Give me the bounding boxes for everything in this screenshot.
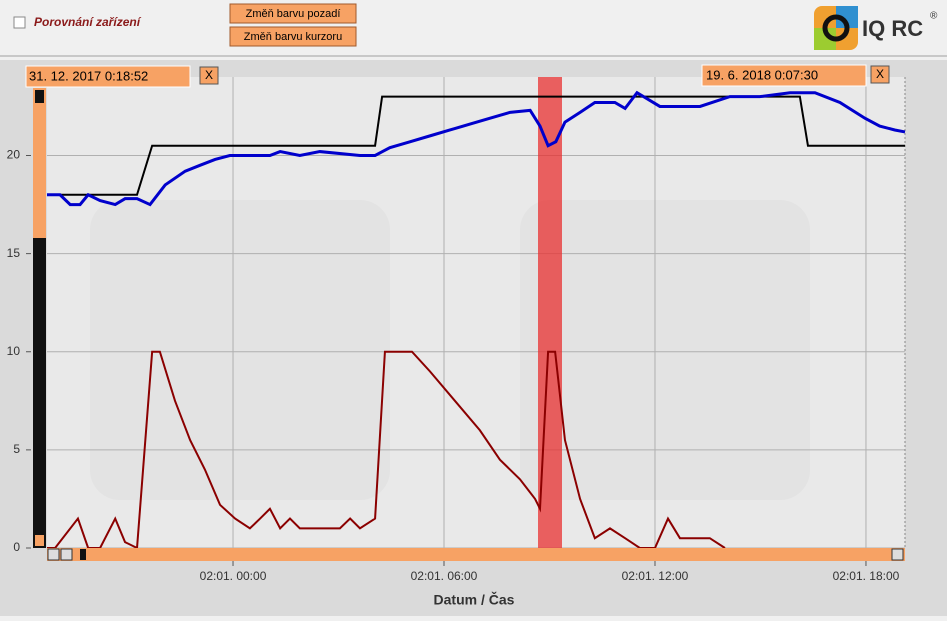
- scroll-button[interactable]: [35, 90, 44, 103]
- button-label[interactable]: Změň barvu kurzoru: [244, 31, 342, 43]
- background-image: [520, 200, 810, 500]
- series-group: [47, 90, 906, 550]
- logo-mark: ®: [930, 11, 938, 22]
- scroll-button[interactable]: [891, 548, 904, 561]
- y-tick-label: 15: [7, 246, 21, 260]
- close-button[interactable]: [199, 66, 219, 85]
- y-tick-label: 10: [7, 344, 21, 358]
- scroll-button[interactable]: [47, 548, 60, 561]
- checkbox[interactable]: [13, 16, 26, 29]
- button[interactable]: [229, 3, 357, 24]
- button-label[interactable]: Změň barvu pozadí: [246, 8, 341, 20]
- start-date[interactable]: 31. 12. 2017 0:18:52: [29, 68, 148, 83]
- x-tick-label: 02:01. 18:00: [833, 569, 900, 583]
- logo-icon: [836, 6, 858, 28]
- scroll-thumb[interactable]: [80, 549, 86, 560]
- date-field[interactable]: [701, 64, 867, 87]
- toolbar: [0, 0, 947, 56]
- button[interactable]: [229, 26, 357, 47]
- logo-text: IQ RC: [862, 16, 923, 41]
- close-label[interactable]: X: [876, 67, 884, 81]
- x-tick-label: 02:01. 00:00: [200, 569, 267, 583]
- y-tick-label: 20: [7, 148, 21, 162]
- close-button[interactable]: [870, 65, 890, 84]
- x-scrollbar[interactable]: [47, 548, 905, 561]
- y-scroll-thumb[interactable]: [33, 88, 46, 238]
- series-line: [47, 95, 905, 196]
- close-label[interactable]: X: [205, 68, 213, 82]
- checkbox-label[interactable]: Porovnání zařízení: [34, 15, 142, 29]
- scroll-button[interactable]: [60, 548, 73, 561]
- background-image: [90, 200, 390, 500]
- series-line: [47, 350, 726, 550]
- logo-icon: [814, 28, 836, 50]
- y-tick-label: 0: [13, 540, 20, 554]
- x-tick-label: 02:01. 06:00: [411, 569, 478, 583]
- x-axis-title: Datum / Čas: [434, 591, 515, 608]
- series-line: [47, 90, 906, 207]
- x-tick-label: 02:01. 12:00: [622, 569, 689, 583]
- y-tick-label: 5: [13, 442, 20, 456]
- scroll-button[interactable]: [35, 535, 44, 546]
- end-date[interactable]: 19. 6. 2018 0:07:30: [706, 67, 818, 82]
- date-field[interactable]: [25, 65, 191, 88]
- logo-icon: [822, 14, 850, 42]
